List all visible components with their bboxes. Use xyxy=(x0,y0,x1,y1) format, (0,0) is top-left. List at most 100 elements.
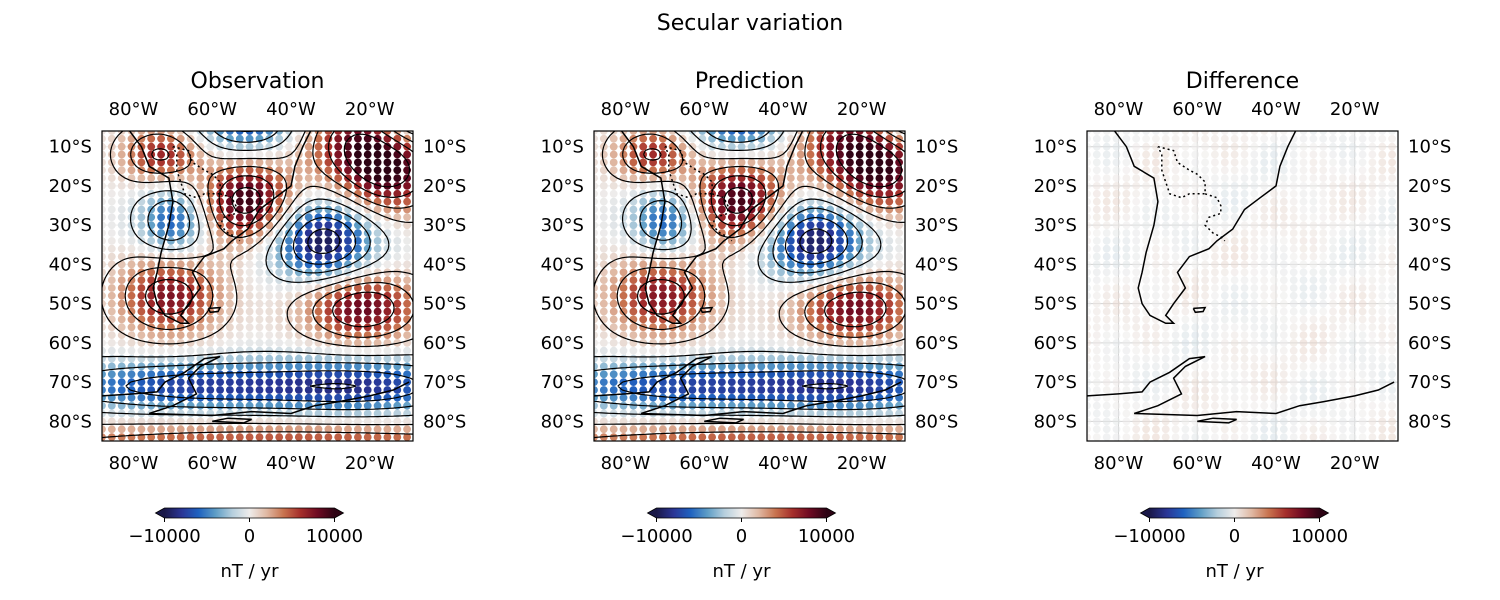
left-lat-tick-label: 80°S xyxy=(49,411,92,432)
data-point xyxy=(1309,205,1318,214)
data-point xyxy=(393,237,402,245)
data-point xyxy=(265,284,274,292)
data-point xyxy=(609,425,618,434)
data-point xyxy=(1270,331,1278,339)
data-point xyxy=(786,166,795,175)
data-point xyxy=(1092,417,1101,426)
data-point xyxy=(1230,339,1239,347)
data-point xyxy=(836,370,844,379)
data-point xyxy=(826,346,835,355)
data-point xyxy=(1299,362,1308,371)
data-point xyxy=(1220,174,1229,183)
data-point xyxy=(649,205,657,214)
data-point xyxy=(786,213,795,222)
data-point xyxy=(1102,229,1111,237)
data-point xyxy=(226,401,234,410)
data-point xyxy=(1319,417,1328,426)
data-point xyxy=(1348,205,1357,214)
data-point xyxy=(137,362,146,371)
data-point xyxy=(875,370,884,379)
data-point xyxy=(1122,213,1131,222)
data-point xyxy=(855,323,864,332)
data-point xyxy=(1250,252,1259,261)
data-point xyxy=(846,323,854,332)
data-point xyxy=(609,346,618,355)
data-point xyxy=(1368,433,1377,441)
data-point xyxy=(1319,131,1328,135)
data-point xyxy=(127,150,136,159)
data-point xyxy=(1102,166,1111,175)
data-point xyxy=(1339,142,1347,151)
left-lat-tick-label: 20°S xyxy=(1034,176,1077,197)
data-point xyxy=(275,174,284,183)
data-point xyxy=(1201,323,1209,332)
map-frame xyxy=(1086,130,1399,442)
data-point xyxy=(1329,284,1337,292)
data-point xyxy=(285,268,293,277)
data-point xyxy=(816,142,825,151)
data-point xyxy=(629,393,638,402)
data-point xyxy=(1368,346,1377,355)
map-frame xyxy=(593,130,906,442)
data-point xyxy=(334,244,343,253)
data-point xyxy=(304,189,313,198)
data-point xyxy=(826,378,835,386)
data-point xyxy=(757,339,766,347)
data-point xyxy=(157,182,166,190)
data-point xyxy=(1220,386,1229,394)
data-point xyxy=(1240,166,1249,175)
data-point xyxy=(885,244,894,253)
data-point xyxy=(708,425,716,434)
data-point xyxy=(1378,142,1387,151)
data-point xyxy=(836,182,844,190)
data-point xyxy=(167,433,175,441)
data-point xyxy=(659,331,667,339)
data-point xyxy=(865,131,874,135)
data-point xyxy=(718,393,726,402)
data-point xyxy=(285,331,293,339)
data-point xyxy=(294,315,303,324)
south-america-coastline xyxy=(620,131,804,325)
data-point xyxy=(678,276,687,284)
data-point xyxy=(1368,131,1377,135)
data-point xyxy=(117,386,126,394)
data-point xyxy=(334,386,343,394)
data-point xyxy=(373,131,382,135)
top-lon-tick-label: 60°W xyxy=(1172,99,1222,120)
data-point xyxy=(304,299,313,308)
data-point xyxy=(1092,331,1101,339)
data-point xyxy=(245,166,254,175)
data-point xyxy=(1161,425,1170,434)
data-point xyxy=(167,393,175,402)
data-point xyxy=(816,189,825,198)
data-point xyxy=(1289,229,1298,237)
data-point xyxy=(1329,291,1337,300)
data-point xyxy=(1112,244,1121,253)
data-point xyxy=(275,268,284,277)
data-point xyxy=(599,205,608,214)
data-point xyxy=(196,142,205,151)
data-point xyxy=(1087,284,1091,292)
data-point xyxy=(1112,386,1121,394)
data-point xyxy=(265,150,274,159)
data-point xyxy=(1142,150,1150,159)
data-point xyxy=(1240,189,1249,198)
top-lon-tick-label: 20°W xyxy=(345,99,395,120)
data-point xyxy=(639,393,648,402)
data-point xyxy=(855,131,864,135)
data-point xyxy=(757,299,766,308)
data-point xyxy=(629,284,638,292)
right-lat-tick-label: 50°S xyxy=(1408,294,1451,315)
data-point xyxy=(1368,393,1377,402)
data-point xyxy=(403,244,411,253)
data-point xyxy=(1102,142,1111,151)
data-point xyxy=(255,252,264,261)
data-point xyxy=(314,362,323,371)
data-point xyxy=(1087,299,1091,308)
data-point xyxy=(629,260,638,269)
data-point xyxy=(1329,131,1337,135)
data-point xyxy=(1299,291,1308,300)
data-point xyxy=(363,131,372,135)
data-point xyxy=(1358,237,1367,245)
data-point xyxy=(206,409,215,418)
